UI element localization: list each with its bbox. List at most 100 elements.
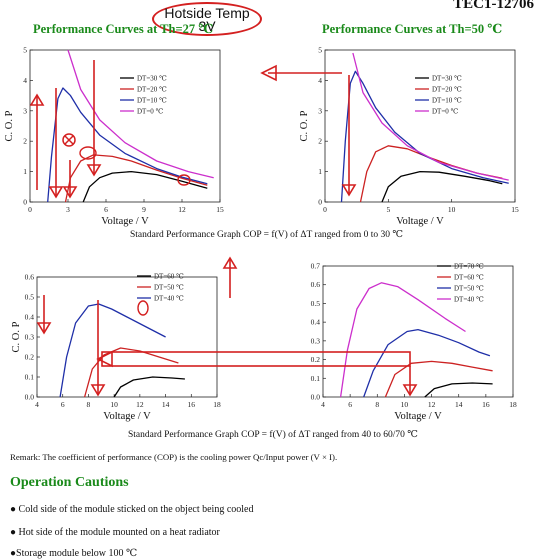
title-th27: Performance Curves at Th=27 ℃	[33, 22, 214, 36]
x-tick-label: 6	[348, 400, 352, 409]
y-tick-label: 0.0	[25, 393, 35, 402]
x-tick-label: 10	[110, 400, 118, 409]
y-axis-label: C. O. P	[299, 110, 310, 141]
arrow-down-bl-head	[36, 322, 52, 335]
red-annotations	[29, 60, 418, 397]
plot-frame	[36, 276, 218, 398]
y-tick-label: 2	[23, 137, 27, 146]
y-tick-label: 4	[23, 76, 27, 85]
arrow-down-3-head	[86, 164, 102, 177]
arrow-up-left-head	[29, 93, 45, 106]
y-tick-label: 0	[23, 198, 27, 207]
x-tick-label: 18	[213, 400, 221, 409]
legend-label: DT=10 ℃	[137, 97, 167, 105]
legend-label: DT=40 ℃	[454, 296, 484, 304]
annotation-line-2: 3V	[198, 18, 216, 34]
x-axis-label: Voltage / V	[394, 411, 442, 422]
series-line	[340, 70, 509, 203]
y-tick-label: 3	[23, 106, 27, 115]
x-tick-label: 16	[482, 400, 490, 409]
legend-label: DT=20 ℃	[137, 86, 167, 94]
caption-top: Standard Performance Graph COP = f(V) of…	[130, 230, 403, 240]
series-line	[83, 347, 179, 398]
x-mark	[64, 135, 74, 145]
x-tick-label: 14	[162, 400, 170, 409]
caption-bottom: Standard Performance Graph COP = f(V) of…	[128, 430, 418, 440]
x-tick-label: 6	[61, 400, 65, 409]
x-tick-label: 18	[509, 400, 517, 409]
annotation-line-1: Hotside Temp	[164, 5, 250, 21]
legend-label: DT=50 ℃	[454, 285, 484, 293]
plot-frame	[29, 49, 221, 203]
legend-label: DT=70 ℃	[454, 263, 484, 271]
x-tick-label: 4	[321, 400, 325, 409]
plot-frame	[322, 265, 514, 398]
arrow-left-head	[260, 64, 277, 82]
caution-item: ●Storage module below 100 ℃	[10, 548, 138, 559]
x-tick-label: 16	[188, 400, 196, 409]
chart-low-range-right: 4 6 8 10 12 14 16 18 0.0 0.1 0.2 0.3 0.4 0.5 0.6 0.7 Vol…	[311, 262, 517, 423]
connector-band	[101, 351, 411, 367]
series-line	[424, 382, 493, 398]
circle-mark	[177, 174, 191, 186]
legend-label: DT=0 ℃	[137, 108, 164, 116]
y-tick-label: 0.3	[25, 333, 35, 342]
chart-low-range-left: 4 6 8 10 12 14 16 18 0.0 0.1 0.2 0.3 0.4 0.5 0.6 Voltag…	[11, 273, 221, 423]
legend-label: DT=30 ℃	[432, 75, 462, 83]
y-tick-label: 0.7	[311, 262, 321, 271]
series-line	[363, 328, 491, 398]
x-tick-label: 6	[104, 205, 108, 214]
remark-text: Remark: The coefficient of performance (…	[10, 452, 338, 462]
y-tick-label: 0.0	[311, 393, 321, 402]
y-axis-label: C. O. P	[4, 110, 15, 141]
y-tick-label: 0.2	[311, 355, 321, 364]
hotside-temp-annotation: Hotside Temp 3V	[152, 2, 262, 36]
series-line	[59, 303, 166, 398]
x-axis-label: Voltage / V	[103, 411, 151, 422]
connector-head	[96, 350, 113, 368]
y-tick-label: 0.5	[25, 293, 35, 302]
y-tick-label: 0	[318, 198, 322, 207]
arrow-down-br-head	[402, 384, 418, 397]
series-line	[67, 49, 214, 179]
y-tick-label: 1	[23, 167, 27, 176]
arrow-down-right-head	[341, 184, 357, 197]
y-tick-label: 0.2	[25, 353, 35, 362]
y-tick-label: 5	[23, 46, 27, 55]
caution-item: ● Hot side of the module mounted on a he…	[10, 527, 220, 538]
y-tick-label: 5	[318, 46, 322, 55]
x-tick-label: 12	[178, 205, 186, 214]
x-tick-label: 0	[323, 205, 327, 214]
x-axis-label: Voltage / V	[101, 216, 149, 227]
x-tick-label: 3	[66, 205, 70, 214]
arrow-down-bl-2-head	[90, 384, 106, 397]
y-tick-label: 2	[318, 137, 322, 146]
legend-label: DT=50 ℃	[154, 284, 184, 292]
arrow-down-2-head	[62, 186, 78, 199]
series-line	[381, 170, 503, 203]
caution-item: ● Cold side of the module sticked on the…	[10, 504, 254, 515]
y-tick-label: 0.6	[311, 280, 321, 289]
y-tick-label: 4	[318, 76, 322, 85]
x-tick-label: 10	[448, 205, 456, 214]
series-line	[352, 52, 509, 181]
y-axis-label: C. O. P	[11, 321, 22, 352]
series-line	[384, 360, 493, 398]
x-tick-label: 4	[35, 400, 39, 409]
x-tick-label: 5	[386, 205, 390, 214]
x-tick-label: 8	[375, 400, 379, 409]
y-tick-label: 1	[318, 167, 322, 176]
y-tick-label: 0.1	[311, 374, 321, 383]
arrow-up-bl-head	[222, 256, 238, 269]
y-tick-label: 3	[318, 106, 322, 115]
title-th50: Performance Curves at Th=50 ℃	[322, 22, 503, 36]
y-tick-label: 0.6	[25, 273, 35, 282]
y-tick-label: 0.5	[311, 299, 321, 308]
legend-label: DT=60 ℃	[454, 274, 484, 282]
y-tick-label: 0.1	[25, 373, 35, 382]
series-line	[339, 282, 466, 398]
series-line	[64, 154, 208, 203]
legend-label: DT=10 ℃	[432, 97, 462, 105]
legend-label: DT=60 ℃	[154, 273, 184, 281]
